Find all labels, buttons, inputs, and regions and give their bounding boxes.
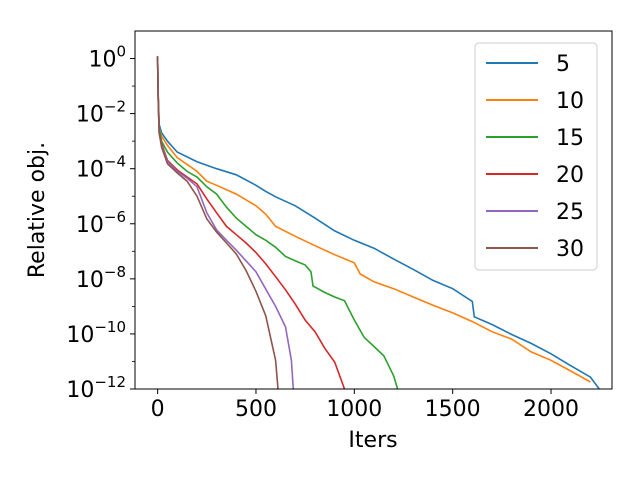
legend-label-5: 5 [556, 52, 570, 77]
x-axis-label: Iters [348, 428, 397, 453]
y-tick-label: 100 [88, 43, 126, 73]
series-line-15 [156, 56, 399, 389]
y-axis: 100 10−2 10−4 10−6 10−8 10−10 10−12 [66, 43, 135, 403]
x-tick-label: 1000 [326, 397, 382, 422]
series-layer [156, 56, 601, 389]
legend: 5 10 15 20 25 30 [474, 42, 598, 271]
x-tick-label: 2000 [523, 397, 579, 422]
legend-label-30: 30 [556, 237, 584, 262]
x-tick-label: 1500 [425, 397, 481, 422]
y-tick-label: 10−12 [66, 373, 126, 403]
x-tick-label: 500 [235, 397, 277, 422]
legend-label-15: 15 [556, 126, 584, 151]
series-line-10 [156, 56, 591, 383]
series-line-30 [156, 56, 279, 389]
y-tick-label: 10−4 [76, 153, 126, 183]
legend-label-10: 10 [556, 89, 584, 114]
x-tick-label: 0 [151, 397, 165, 422]
y-axis-label: Relative obj. [25, 142, 50, 278]
y-tick-label: 10−8 [76, 263, 126, 293]
plot-frame [134, 30, 613, 390]
y-tick-label: 10−10 [66, 318, 126, 348]
series-line-5 [156, 56, 601, 389]
legend-box [474, 42, 598, 271]
y-tick-label: 10−6 [76, 208, 126, 238]
x-axis: 0 500 1000 1500 2000 [151, 389, 579, 422]
legend-label-25: 25 [556, 200, 584, 225]
y-tick-label: 10−2 [76, 98, 126, 128]
series-line-20 [156, 56, 346, 389]
legend-label-20: 20 [556, 163, 584, 188]
